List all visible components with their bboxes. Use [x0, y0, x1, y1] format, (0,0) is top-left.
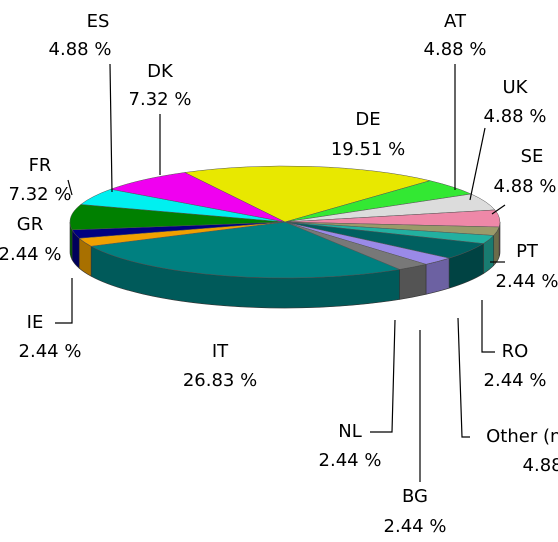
slice-label: ES	[87, 11, 110, 32]
slice-label: AT	[444, 11, 467, 32]
leader-line	[55, 278, 73, 324]
slice-label: IT	[212, 341, 229, 362]
slice-label: DK	[147, 61, 174, 82]
slice-side	[399, 263, 427, 300]
slice-label: SE	[521, 146, 544, 167]
value-label: 4.88 %	[424, 39, 487, 60]
leader-line	[481, 300, 495, 353]
leader-line	[109, 63, 113, 193]
slice-label: BG	[402, 486, 428, 507]
value-label: 26.83 %	[183, 370, 257, 391]
leader-line	[67, 179, 73, 196]
value-label: 4.88 %	[523, 455, 558, 476]
leader-line	[457, 317, 470, 438]
value-label: 2.44 %	[384, 516, 447, 537]
value-label: 4.88 %	[49, 39, 112, 60]
slice-label: Other (non-EU)	[486, 426, 558, 447]
slice	[183, 165, 432, 223]
slice-label: FR	[29, 155, 52, 176]
slice	[90, 221, 401, 279]
value-label: 2.44 %	[484, 370, 547, 391]
slice-label: IE	[27, 312, 44, 333]
slice	[69, 204, 286, 231]
value-label: 2.44 %	[19, 341, 82, 362]
value-label: 7.32 %	[9, 184, 72, 205]
value-label: 4.88 %	[484, 106, 547, 127]
slice-label: DE	[355, 109, 380, 130]
leader-line	[491, 204, 506, 215]
slice-label: NL	[338, 421, 362, 442]
slice-label: UK	[503, 77, 529, 98]
value-label: 2.44 %	[319, 450, 382, 471]
slice-label: PT	[516, 241, 539, 262]
value-label: 2.44 %	[496, 271, 558, 292]
value-label: 2.44 %	[0, 244, 61, 265]
value-label: 7.32 %	[129, 89, 192, 110]
leader-line	[370, 319, 396, 433]
value-label: 4.88 %	[494, 176, 557, 197]
slice-label: GR	[17, 214, 43, 235]
slice-label: RO	[502, 341, 529, 362]
leader-line	[469, 127, 486, 201]
value-label: 19.51 %	[331, 139, 405, 160]
